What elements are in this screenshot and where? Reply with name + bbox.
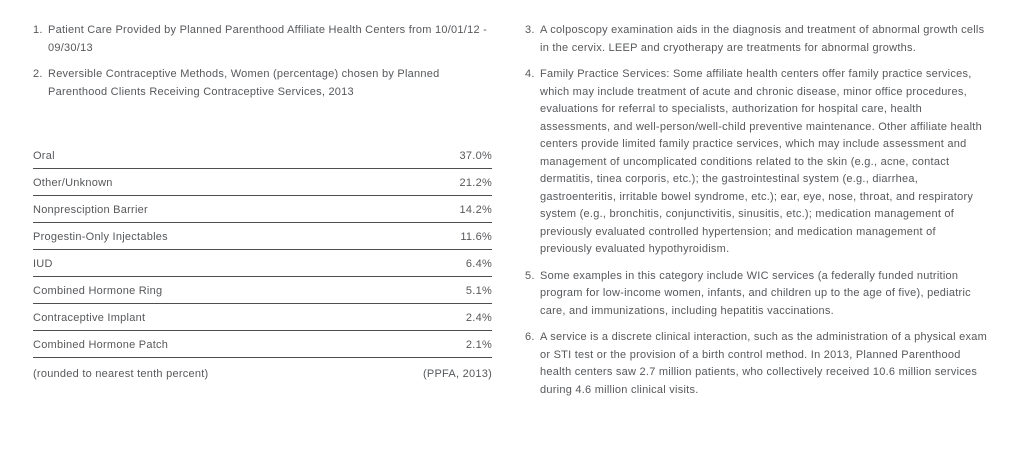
left-column: 1. Patient Care Provided by Planned Pare… xyxy=(33,22,492,455)
footnote-text: A service is a discrete clinical interac… xyxy=(540,331,988,396)
method-label: Combined Hormone Patch xyxy=(33,339,169,351)
method-value: 5.1% xyxy=(465,285,492,297)
footnote-5: 5. Some examples in this category includ… xyxy=(525,268,988,321)
footnote-6: 6. A service is a discrete clinical inte… xyxy=(525,329,988,399)
footnote-3: 3. A colposcopy examination aids in the … xyxy=(525,22,988,57)
table-row: Other/Unknown 21.2% xyxy=(33,169,492,196)
method-label: Nonpresciption Barrier xyxy=(33,204,148,216)
table-row: Progestin-Only Injectables 11.6% xyxy=(33,223,492,250)
footnote-number: 1. xyxy=(33,24,43,36)
method-value: 11.6% xyxy=(460,231,492,243)
table-row: Contraceptive Implant 2.4% xyxy=(33,304,492,331)
table-row: Combined Hormone Ring 5.1% xyxy=(33,277,492,304)
footnote-number: 6. xyxy=(525,331,535,343)
footnote-text: A colposcopy examination aids in the dia… xyxy=(540,24,985,54)
table-row: IUD 6.4% xyxy=(33,250,492,277)
footnote-number: 3. xyxy=(525,24,535,36)
method-label: Contraceptive Implant xyxy=(33,312,146,324)
method-label: Other/Unknown xyxy=(33,177,113,189)
table-row: Combined Hormone Patch 2.1% xyxy=(33,331,492,358)
method-value: 2.4% xyxy=(465,312,492,324)
method-value: 21.2% xyxy=(459,177,492,189)
footnote-number: 2. xyxy=(33,68,43,80)
source-citation: (PPFA, 2013) xyxy=(422,368,492,380)
method-label: IUD xyxy=(33,258,53,270)
footnote-number: 5. xyxy=(525,269,535,282)
method-label: Progestin-Only Injectables xyxy=(33,231,168,243)
contraceptive-methods-table: Oral 37.0% Other/Unknown 21.2% Nonpresci… xyxy=(33,142,492,381)
method-value: 14.2% xyxy=(459,204,492,216)
table-footer: (rounded to nearest tenth percent) (PPFA… xyxy=(33,358,492,381)
method-label: Combined Hormone Ring xyxy=(33,285,163,297)
footnote-2: 2. Reversible Contraceptive Methods, Wom… xyxy=(33,66,492,101)
table-row: Oral 37.0% xyxy=(33,142,492,169)
right-column: 3. A colposcopy examination aids in the … xyxy=(525,22,988,455)
footnote-1: 1. Patient Care Provided by Planned Pare… xyxy=(33,22,492,57)
footnote-text: Family Practice Services: Some affiliate… xyxy=(540,68,982,255)
method-value: 2.1% xyxy=(465,339,492,351)
table-row: Nonpresciption Barrier 14.2% xyxy=(33,196,492,223)
footnote-4: 4. Family Practice Services: Some affili… xyxy=(525,66,988,259)
footnote-text: Reversible Contraceptive Methods, Women … xyxy=(48,68,440,98)
footnote-text: Patient Care Provided by Planned Parenth… xyxy=(48,24,488,54)
method-label: Oral xyxy=(33,150,55,162)
rounding-note: (rounded to nearest tenth percent) xyxy=(33,368,209,380)
method-value: 6.4% xyxy=(465,258,492,270)
method-value: 37.0% xyxy=(459,150,492,162)
footnote-number: 4. xyxy=(525,68,535,80)
footnote-text: Some examples in this category include W… xyxy=(540,269,971,317)
